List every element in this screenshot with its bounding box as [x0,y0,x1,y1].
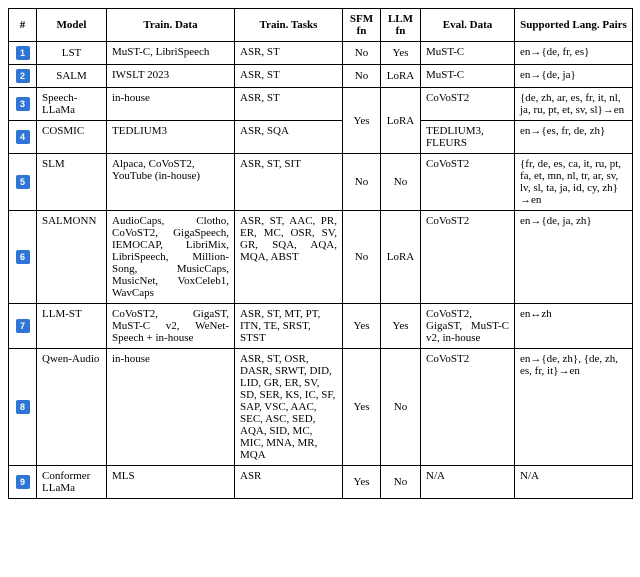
table-row: 6 SALMONN AudioCaps, Clotho, CoVoST2, Gi… [9,211,633,304]
cell-train-data: Alpaca, CoVoST2, YouTube (in-house) [107,154,235,211]
cell-lang-pairs: {de, zh, ar, es, fr, it, nl, ja, ru, pt,… [515,88,633,121]
cell-lang-pairs: N/A [515,466,633,499]
cell-train-data: CoVoST2, GigaST, MuST-C v2, WeNet-Speech… [107,304,235,349]
cell-eval-data: MuST-C [421,65,515,88]
row-index-badge: 7 [16,319,30,333]
header-row: # Model Train. Data Train. Tasks SFM fn … [9,9,633,42]
cell-lang-pairs: {fr, de, es, ca, it, ru, pt, fa, et, mn,… [515,154,633,211]
cell-llm: No [381,349,421,466]
cell-llm: Yes [381,42,421,65]
cell-train-data: TEDLIUM3 [107,121,235,154]
cell-sfm: Yes [343,466,381,499]
cell-eval-data: CoVoST2 [421,211,515,304]
row-index-badge: 9 [16,475,30,489]
cell-sfm: No [343,42,381,65]
row-index-badge: 1 [16,46,30,60]
cell-model: Qwen-Audio [37,349,107,466]
cell-train-tasks: ASR, ST [235,88,343,121]
cell-model: Conformer LLaMa [37,466,107,499]
cell-model: Speech-LLaMa [37,88,107,121]
cell-sfm: No [343,154,381,211]
cell-train-tasks: ASR, ST, OSR, DASR, SRWT, DID, LID, GR, … [235,349,343,466]
cell-eval-data: N/A [421,466,515,499]
row-index-badge: 6 [16,250,30,264]
cell-train-data: IWSLT 2023 [107,65,235,88]
cell-model: SALM [37,65,107,88]
cell-model: SALMONN [37,211,107,304]
row-index-badge: 4 [16,130,30,144]
cell-train-tasks: ASR, ST [235,65,343,88]
models-table: # Model Train. Data Train. Tasks SFM fn … [8,8,633,499]
cell-sfm: No [343,211,381,304]
cell-lang-pairs: en→{de, ja, zh} [515,211,633,304]
cell-train-tasks: ASR, ST, MT, PT, ITN, TE, SRST, STST [235,304,343,349]
cell-train-data: MLS [107,466,235,499]
cell-llm: LoRA [381,211,421,304]
cell-eval-data: CoVoST2, GigaST, MuST-C v2, in-house [421,304,515,349]
cell-lang-pairs: en↔zh [515,304,633,349]
cell-sfm: Yes [343,349,381,466]
cell-model: SLM [37,154,107,211]
cell-train-data: MuST-C, LibriSpeech [107,42,235,65]
table-row: 3 Speech-LLaMa in-house ASR, ST Yes LoRA… [9,88,633,121]
cell-train-tasks: ASR, ST [235,42,343,65]
row-index-badge: 8 [16,400,30,414]
cell-train-tasks: ASR, ST, SIT [235,154,343,211]
cell-model: COSMIC [37,121,107,154]
cell-model: LLM-ST [37,304,107,349]
cell-sfm: Yes [343,304,381,349]
table-row: 2 SALM IWSLT 2023 ASR, ST No LoRA MuST-C… [9,65,633,88]
table-row: 4 COSMIC TEDLIUM3 ASR, SQA TEDLIUM3, FLE… [9,121,633,154]
header-eval-data: Eval. Data [421,9,515,42]
row-index-badge: 3 [16,97,30,111]
header-llm: LLM fn [381,9,421,42]
cell-eval-data: CoVoST2 [421,154,515,211]
cell-train-data: in-house [107,349,235,466]
header-sfm: SFM fn [343,9,381,42]
table-row: 5 SLM Alpaca, CoVoST2, YouTube (in-house… [9,154,633,211]
cell-eval-data: CoVoST2 [421,349,515,466]
cell-sfm: No [343,65,381,88]
table-row: 7 LLM-ST CoVoST2, GigaST, MuST-C v2, WeN… [9,304,633,349]
table-row: 9 Conformer LLaMa MLS ASR Yes No N/A N/A [9,466,633,499]
cell-llm: LoRA [381,88,421,154]
header-train-data: Train. Data [107,9,235,42]
cell-train-tasks: ASR, ST, AAC, PR, ER, MC, OSR, SV, GR, S… [235,211,343,304]
cell-lang-pairs: en→{de, ja} [515,65,633,88]
cell-sfm: Yes [343,88,381,154]
row-index-badge: 5 [16,175,30,189]
cell-train-data: AudioCaps, Clotho, CoVoST2, GigaSpeech, … [107,211,235,304]
cell-lang-pairs: en→{es, fr, de, zh} [515,121,633,154]
cell-llm: No [381,154,421,211]
cell-model: LST [37,42,107,65]
cell-eval-data: MuST-C [421,42,515,65]
cell-eval-data: TEDLIUM3, FLEURS [421,121,515,154]
cell-llm: No [381,466,421,499]
cell-lang-pairs: en→{de, zh}, {de, zh, es, fr, it}→en [515,349,633,466]
header-lang-pairs: Supported Lang. Pairs [515,9,633,42]
cell-lang-pairs: en→{de, fr, es} [515,42,633,65]
table-row: 1 LST MuST-C, LibriSpeech ASR, ST No Yes… [9,42,633,65]
cell-train-tasks: ASR, SQA [235,121,343,154]
header-train-tasks: Train. Tasks [235,9,343,42]
cell-eval-data: CoVoST2 [421,88,515,121]
table-row: 8 Qwen-Audio in-house ASR, ST, OSR, DASR… [9,349,633,466]
header-idx: # [9,9,37,42]
cell-llm: LoRA [381,65,421,88]
cell-train-tasks: ASR [235,466,343,499]
cell-train-data: in-house [107,88,235,121]
cell-llm: Yes [381,304,421,349]
row-index-badge: 2 [16,69,30,83]
header-model: Model [37,9,107,42]
